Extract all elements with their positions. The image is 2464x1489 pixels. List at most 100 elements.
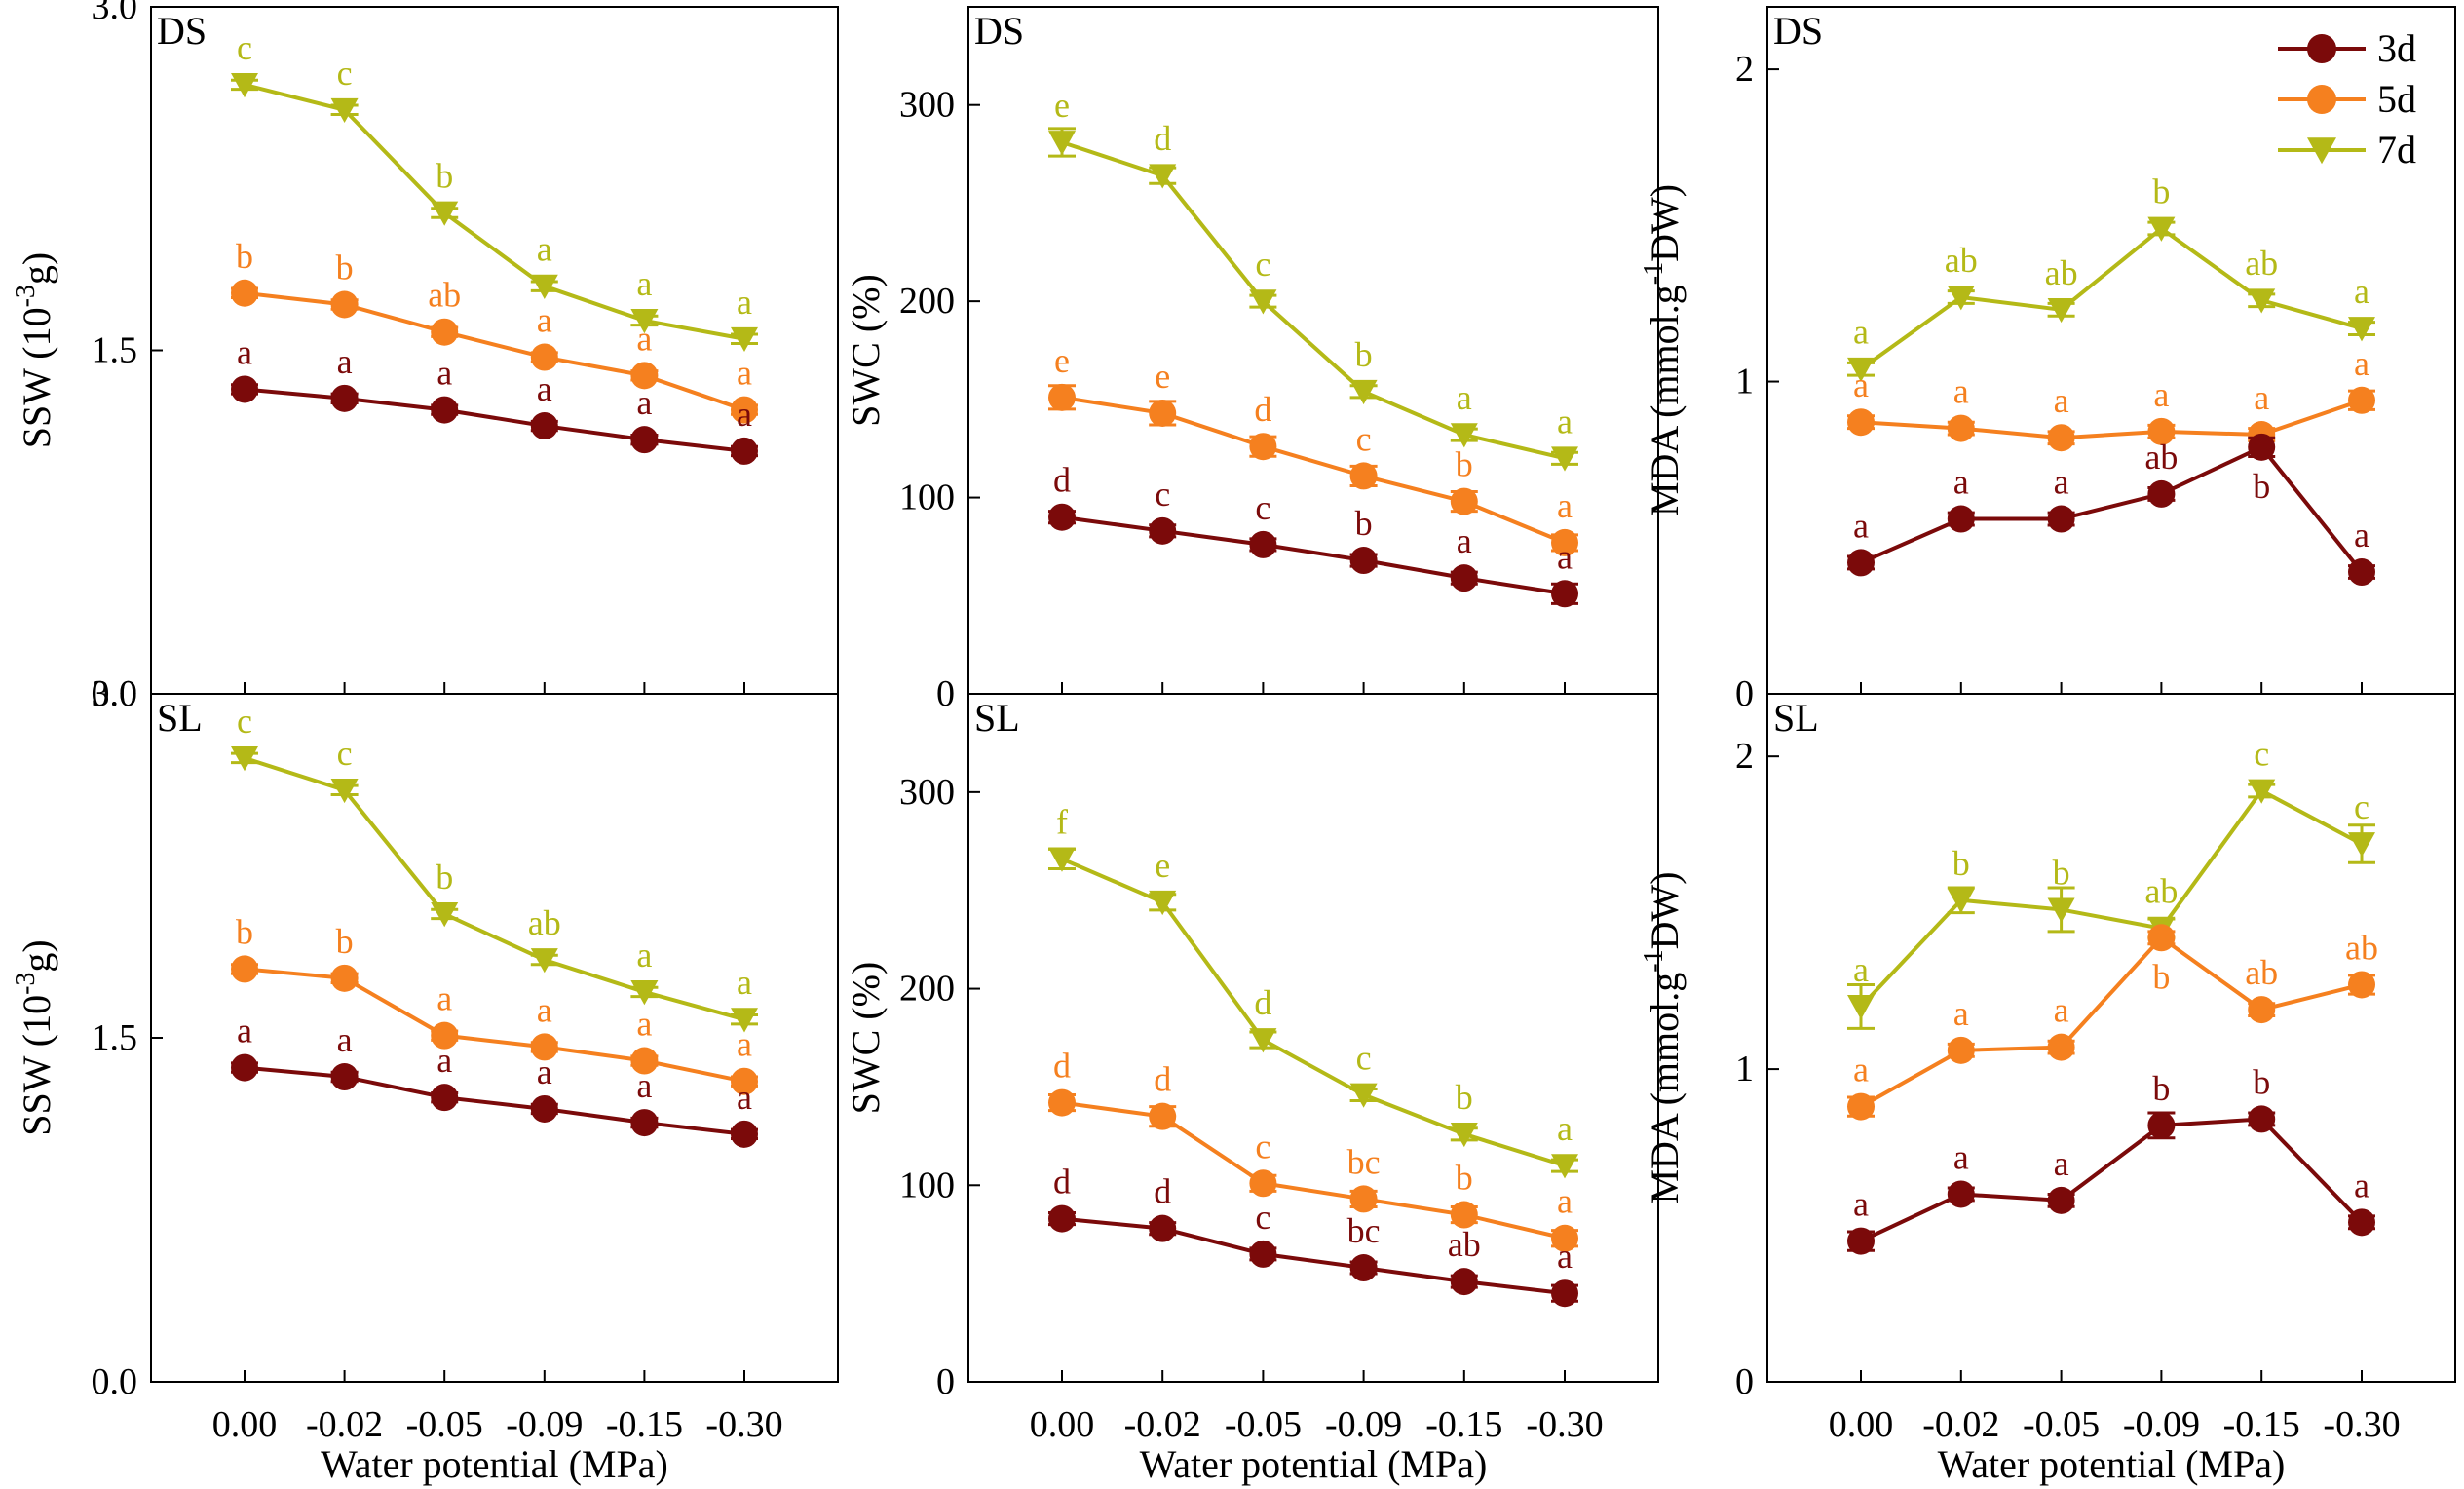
y-tick-label: 0 bbox=[936, 673, 955, 714]
significance-letter: b bbox=[1456, 1078, 1473, 1117]
data-point-7d bbox=[1149, 890, 1177, 916]
series-line-5d bbox=[244, 967, 745, 1084]
significance-letter: a bbox=[537, 1052, 552, 1091]
significance-letter: a bbox=[737, 283, 752, 322]
data-point-5d bbox=[2147, 417, 2176, 445]
significance-letter: bc bbox=[1347, 1142, 1381, 1181]
data-point-7d bbox=[231, 73, 258, 98]
significance-letter: a bbox=[1557, 537, 1573, 576]
series-line-5d bbox=[1061, 1100, 1566, 1241]
significance-letter: b bbox=[1456, 445, 1473, 484]
significance-letter: b bbox=[2152, 957, 2170, 996]
data-point-3d bbox=[2147, 479, 2176, 508]
significance-letter: d bbox=[1154, 119, 1171, 158]
significance-letter: b bbox=[436, 858, 453, 897]
data-point-3d bbox=[1349, 547, 1378, 575]
significance-letter: a bbox=[1853, 506, 1869, 545]
significance-letter: c bbox=[1356, 419, 1372, 458]
data-point-3d bbox=[2348, 558, 2375, 587]
data-point-3d bbox=[1249, 530, 1277, 558]
significance-letter: a bbox=[1953, 994, 1969, 1033]
series-line-3d bbox=[244, 387, 745, 453]
significance-letter: c bbox=[337, 54, 353, 93]
significance-letter: ab bbox=[1448, 1225, 1481, 1264]
significance-letter: a bbox=[1953, 1137, 1969, 1176]
significance-letter: ab bbox=[2245, 953, 2278, 992]
x-tick-label: -0.30 bbox=[1526, 1404, 1603, 1445]
panel-tag: SL bbox=[1773, 696, 1819, 740]
significance-letter: c bbox=[2254, 734, 2269, 773]
plot-frame bbox=[1766, 693, 2456, 1383]
significance-letter: a bbox=[2054, 381, 2069, 420]
data-point-7d bbox=[1551, 1154, 1578, 1179]
series-7d: f e d c b a bbox=[1048, 802, 1578, 1179]
y-axis-label-main: SSW (10 bbox=[15, 307, 58, 448]
data-point-3d bbox=[2147, 1111, 2176, 1139]
data-point-5d bbox=[630, 1047, 659, 1075]
series-line-3d bbox=[1061, 1216, 1566, 1296]
series-5d: d dc bc ba bbox=[1048, 1047, 1578, 1252]
data-point-5d bbox=[330, 290, 359, 319]
significance-letter: a bbox=[436, 354, 452, 393]
significance-letter: b bbox=[1355, 335, 1373, 374]
significance-letter: a bbox=[1557, 1182, 1573, 1221]
x-axis-label: Water potential (MPa) bbox=[1140, 1442, 1488, 1486]
y-axis-label-tail: DW) bbox=[1643, 871, 1687, 949]
significance-letter: ab bbox=[2144, 438, 2178, 477]
significance-letter: a bbox=[2254, 378, 2269, 417]
legend-marker-7d bbox=[2307, 137, 2336, 165]
significance-letter: c bbox=[237, 28, 252, 67]
data-point-7d bbox=[2147, 216, 2176, 242]
significance-letter: f bbox=[1056, 802, 1068, 841]
significance-letter: c bbox=[1356, 1038, 1372, 1077]
data-point-3d bbox=[530, 1094, 558, 1123]
significance-letter: a bbox=[237, 1012, 252, 1050]
y-axis-label: SWC (%) bbox=[844, 962, 888, 1115]
significance-letter: ab bbox=[1945, 241, 1978, 280]
significance-letter: b bbox=[336, 248, 354, 287]
significance-letter: a bbox=[1457, 378, 1472, 417]
significance-letter: d bbox=[1154, 1172, 1171, 1211]
x-tick-label: -0.09 bbox=[2123, 1404, 2200, 1445]
y-axis-label: MDA (mmol.g-1DW) bbox=[1639, 184, 1687, 516]
y-axis-label-main: SWC (%) bbox=[844, 962, 888, 1115]
significance-letter: a bbox=[1557, 486, 1573, 525]
y-axis-label: SSW (10-3g) bbox=[11, 939, 58, 1136]
series-7d: e d c b a a bbox=[1048, 86, 1578, 472]
data-point-3d bbox=[1450, 564, 1478, 592]
data-point-3d bbox=[330, 384, 359, 412]
significance-letter: ab bbox=[428, 276, 461, 315]
data-point-3d bbox=[731, 437, 758, 465]
data-point-5d bbox=[2047, 1033, 2075, 1061]
data-point-3d bbox=[231, 375, 258, 403]
series-line-3d bbox=[244, 1065, 745, 1136]
y-axis-label-main: MDA (mmol.g bbox=[1643, 973, 1687, 1204]
significance-letter: a bbox=[1853, 1185, 1869, 1224]
data-point-3d bbox=[1551, 580, 1578, 608]
data-point-7d bbox=[1551, 446, 1578, 472]
data-point-5d bbox=[431, 1021, 459, 1050]
y-tick-label: 0 bbox=[936, 1361, 955, 1402]
significance-letter: a bbox=[537, 230, 552, 269]
plot-frame bbox=[150, 693, 839, 1383]
significance-letter: ab bbox=[528, 903, 561, 942]
data-point-7d bbox=[2348, 317, 2375, 342]
data-point-7d bbox=[1048, 847, 1076, 872]
series-line-7d bbox=[1061, 140, 1566, 461]
x-tick-label: 0.00 bbox=[1829, 1404, 1894, 1445]
significance-letter: b bbox=[2152, 1069, 2170, 1108]
data-point-7d bbox=[2248, 288, 2276, 314]
x-tick-label: -0.09 bbox=[506, 1404, 583, 1445]
series-line-7d bbox=[1859, 226, 2363, 371]
data-point-7d bbox=[1349, 1083, 1378, 1108]
data-point-3d bbox=[330, 1063, 359, 1091]
y-tick-label: 1 bbox=[1735, 362, 1754, 402]
significance-letter: a bbox=[1853, 950, 1869, 989]
significance-letter: c bbox=[1255, 488, 1270, 527]
x-tick-label: -0.02 bbox=[1922, 1404, 1999, 1445]
